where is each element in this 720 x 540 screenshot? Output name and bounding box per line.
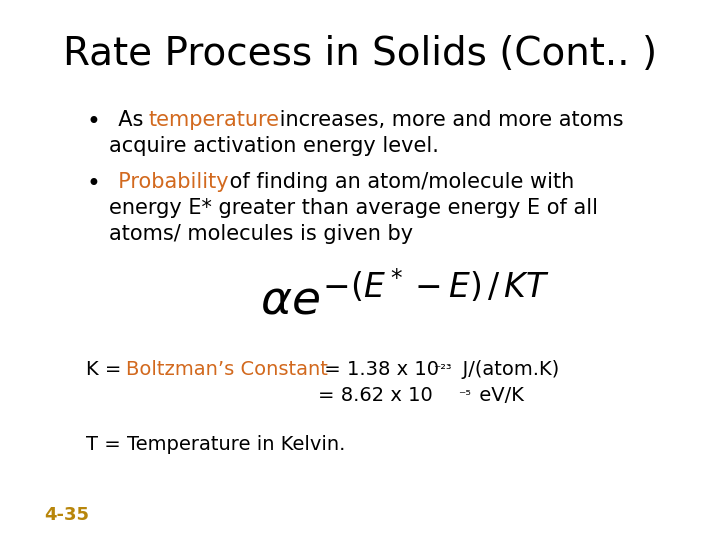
Text: As: As — [105, 110, 150, 130]
Text: ⁻⁵: ⁻⁵ — [459, 389, 472, 403]
Text: = 8.62 x 10: = 8.62 x 10 — [318, 386, 433, 404]
Text: Rate Process in Solids (Cont.. ): Rate Process in Solids (Cont.. ) — [63, 35, 657, 73]
Text: $\alpha e^{-(E^*-E)\,/\,KT}$: $\alpha e^{-(E^*-E)\,/\,KT}$ — [260, 274, 550, 325]
Text: K =: K = — [86, 360, 128, 379]
Text: increases, more and more atoms: increases, more and more atoms — [273, 110, 623, 130]
Text: = 8.62 x 10: = 8.62 x 10 — [318, 386, 433, 404]
Text: Probability: Probability — [105, 172, 229, 192]
Text: of finding an atom/molecule with: of finding an atom/molecule with — [223, 172, 574, 192]
Text: 4-35: 4-35 — [45, 506, 90, 524]
Text: acquire activation energy level.: acquire activation energy level. — [109, 136, 439, 156]
Text: energy E* greater than average energy E of all: energy E* greater than average energy E … — [109, 198, 598, 218]
Text: atoms/ molecules is given by: atoms/ molecules is given by — [109, 225, 413, 245]
Text: T = Temperature in Kelvin.: T = Temperature in Kelvin. — [86, 435, 346, 454]
Text: ⁻⁵: ⁻⁵ — [459, 389, 472, 403]
Text: ⁻²³: ⁻²³ — [433, 362, 451, 376]
Text: •: • — [86, 172, 100, 197]
Text: temperature: temperature — [148, 110, 279, 130]
Text: Boltzman’s Constant: Boltzman’s Constant — [126, 360, 328, 379]
Text: •: • — [86, 110, 100, 134]
Text: = 1.38 x 10: = 1.38 x 10 — [318, 360, 438, 379]
Text: J/(atom.K): J/(atom.K) — [450, 360, 559, 379]
Text: eV/K: eV/K — [472, 386, 523, 404]
